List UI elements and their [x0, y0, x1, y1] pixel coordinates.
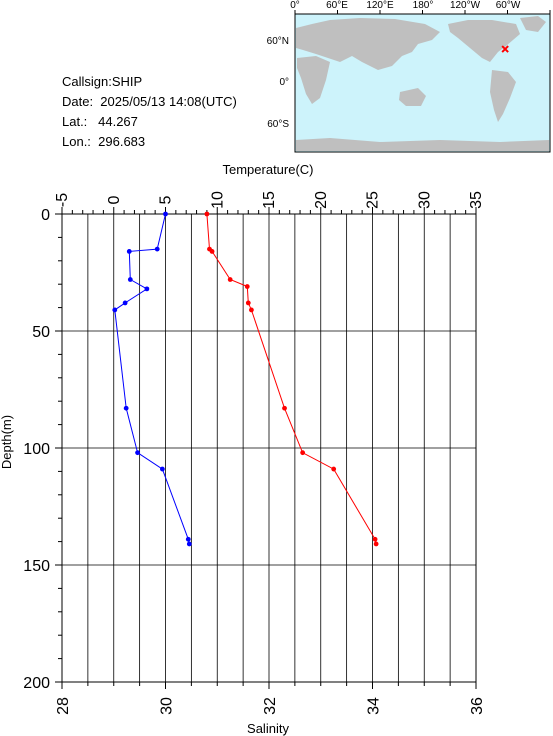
salinity-tick-label: 34 [366, 697, 383, 715]
temperature-data-point [123, 405, 129, 411]
salinity-profile-line [206, 213, 377, 545]
salinity-data-point [209, 249, 215, 254]
latitude-text: Lat.: 44.267 [62, 114, 138, 129]
depth-tick-label: 150 [23, 558, 50, 575]
temperature-data-point [144, 286, 150, 292]
map-axis-labels: 0° 60°E 120°E 180° 120°W 60°W 60°N 0° 60… [267, 0, 521, 130]
temperature-data-point [154, 246, 160, 252]
temperature-axis-title: Temperature(C) [222, 162, 313, 177]
temperature-data-point [163, 211, 168, 217]
salinity-tick-label: 30 [159, 697, 176, 715]
depth-tick-label: 200 [23, 675, 50, 692]
depth-tick-label: 100 [23, 441, 50, 458]
depth-tick-label: 0 [41, 207, 50, 224]
eurasia-landmass [296, 18, 440, 70]
salinity-tick-label: 32 [262, 697, 279, 715]
map-label-60w: 60°W [496, 0, 521, 11]
depth-tick-label: 50 [32, 324, 50, 341]
salinity-data-point [227, 277, 233, 282]
ship-location-marker [501, 45, 509, 53]
map-label-0: 0° [290, 0, 300, 11]
temperature-tick-label: 10 [209, 191, 226, 209]
salinity-data-point [245, 300, 251, 306]
world-map: 0° 60°E 120°E 180° 120°W 60°W 60°N 0° 60… [267, 0, 551, 153]
map-label-60n: 60°N [267, 36, 289, 47]
depth-axis-title: Depth(m) [0, 415, 14, 469]
map-label-60e: 60°E [326, 0, 348, 11]
salinity-data-point [373, 541, 379, 547]
temperature-data-point [122, 300, 128, 306]
map-label-180: 180° [413, 0, 434, 11]
salinity-data-point [331, 466, 337, 472]
south-america-landmass [490, 70, 516, 122]
temperature-tick-label: 20 [313, 191, 330, 209]
map-landmasses [296, 16, 549, 151]
salinity-tick-label: 36 [469, 697, 486, 715]
salinity-data-point [282, 405, 287, 411]
salinity-tick-label: 28 [55, 697, 72, 715]
salinity-data-point [204, 211, 210, 217]
temperature-tick-label: 0 [106, 195, 123, 204]
temperature-tick-label: -5 [54, 193, 71, 207]
map-label-eq: 0° [279, 77, 289, 88]
temperature-tick-labels: -5 0 5 10 15 20 25 30 35 [54, 191, 485, 209]
temperature-data-point [135, 450, 140, 456]
temperature-tick-label: 30 [416, 191, 433, 209]
africa-landmass [297, 56, 330, 104]
chart-grid [61, 213, 477, 683]
temperature-data-point [159, 466, 165, 472]
station-info: Callsign:SHIP Date: 2025/05/13 14:08(UTC… [62, 72, 237, 152]
salinity-data-point [244, 284, 250, 289]
salinity-data-point [372, 536, 378, 542]
north-america-landmass [448, 20, 520, 62]
map-label-120e: 120°E [366, 0, 394, 11]
map-label-120w: 120°W [450, 0, 481, 11]
salinity-tick-labels: 28 30 32 34 36 [55, 697, 486, 715]
temperature-tick-label: 25 [365, 191, 382, 209]
temperature-data-point [126, 249, 132, 254]
location-cross [501, 45, 509, 53]
chart-series [112, 211, 379, 547]
map-label-60s: 60°S [267, 119, 289, 130]
australia-landmass [399, 88, 426, 106]
temperature-tick-label: 5 [158, 195, 175, 204]
greenland-landmass [520, 16, 546, 32]
salinity-data-point [249, 307, 254, 313]
axis-ticks [55, 207, 477, 689]
temperature-profile-line [114, 213, 190, 545]
temperature-data-point [185, 536, 191, 542]
temperature-data-point [112, 307, 118, 313]
temperature-tick-label: 15 [261, 191, 278, 209]
longitude-text: Lon.: 296.683 [62, 134, 146, 149]
antarctica-landmass [296, 138, 549, 151]
salinity-axis-title: Salinity [247, 721, 289, 736]
temperature-data-point [186, 541, 192, 547]
salinity-data-point [300, 450, 306, 456]
callsign-text: Callsign:SHIP [62, 74, 143, 89]
date-text: Date: 2025/05/13 14:08(UTC) [62, 94, 237, 109]
temperature-data-point [127, 277, 133, 282]
depth-tick-labels: 0 50 100 150 200 [23, 207, 50, 692]
temperature-tick-label: 35 [468, 191, 485, 209]
